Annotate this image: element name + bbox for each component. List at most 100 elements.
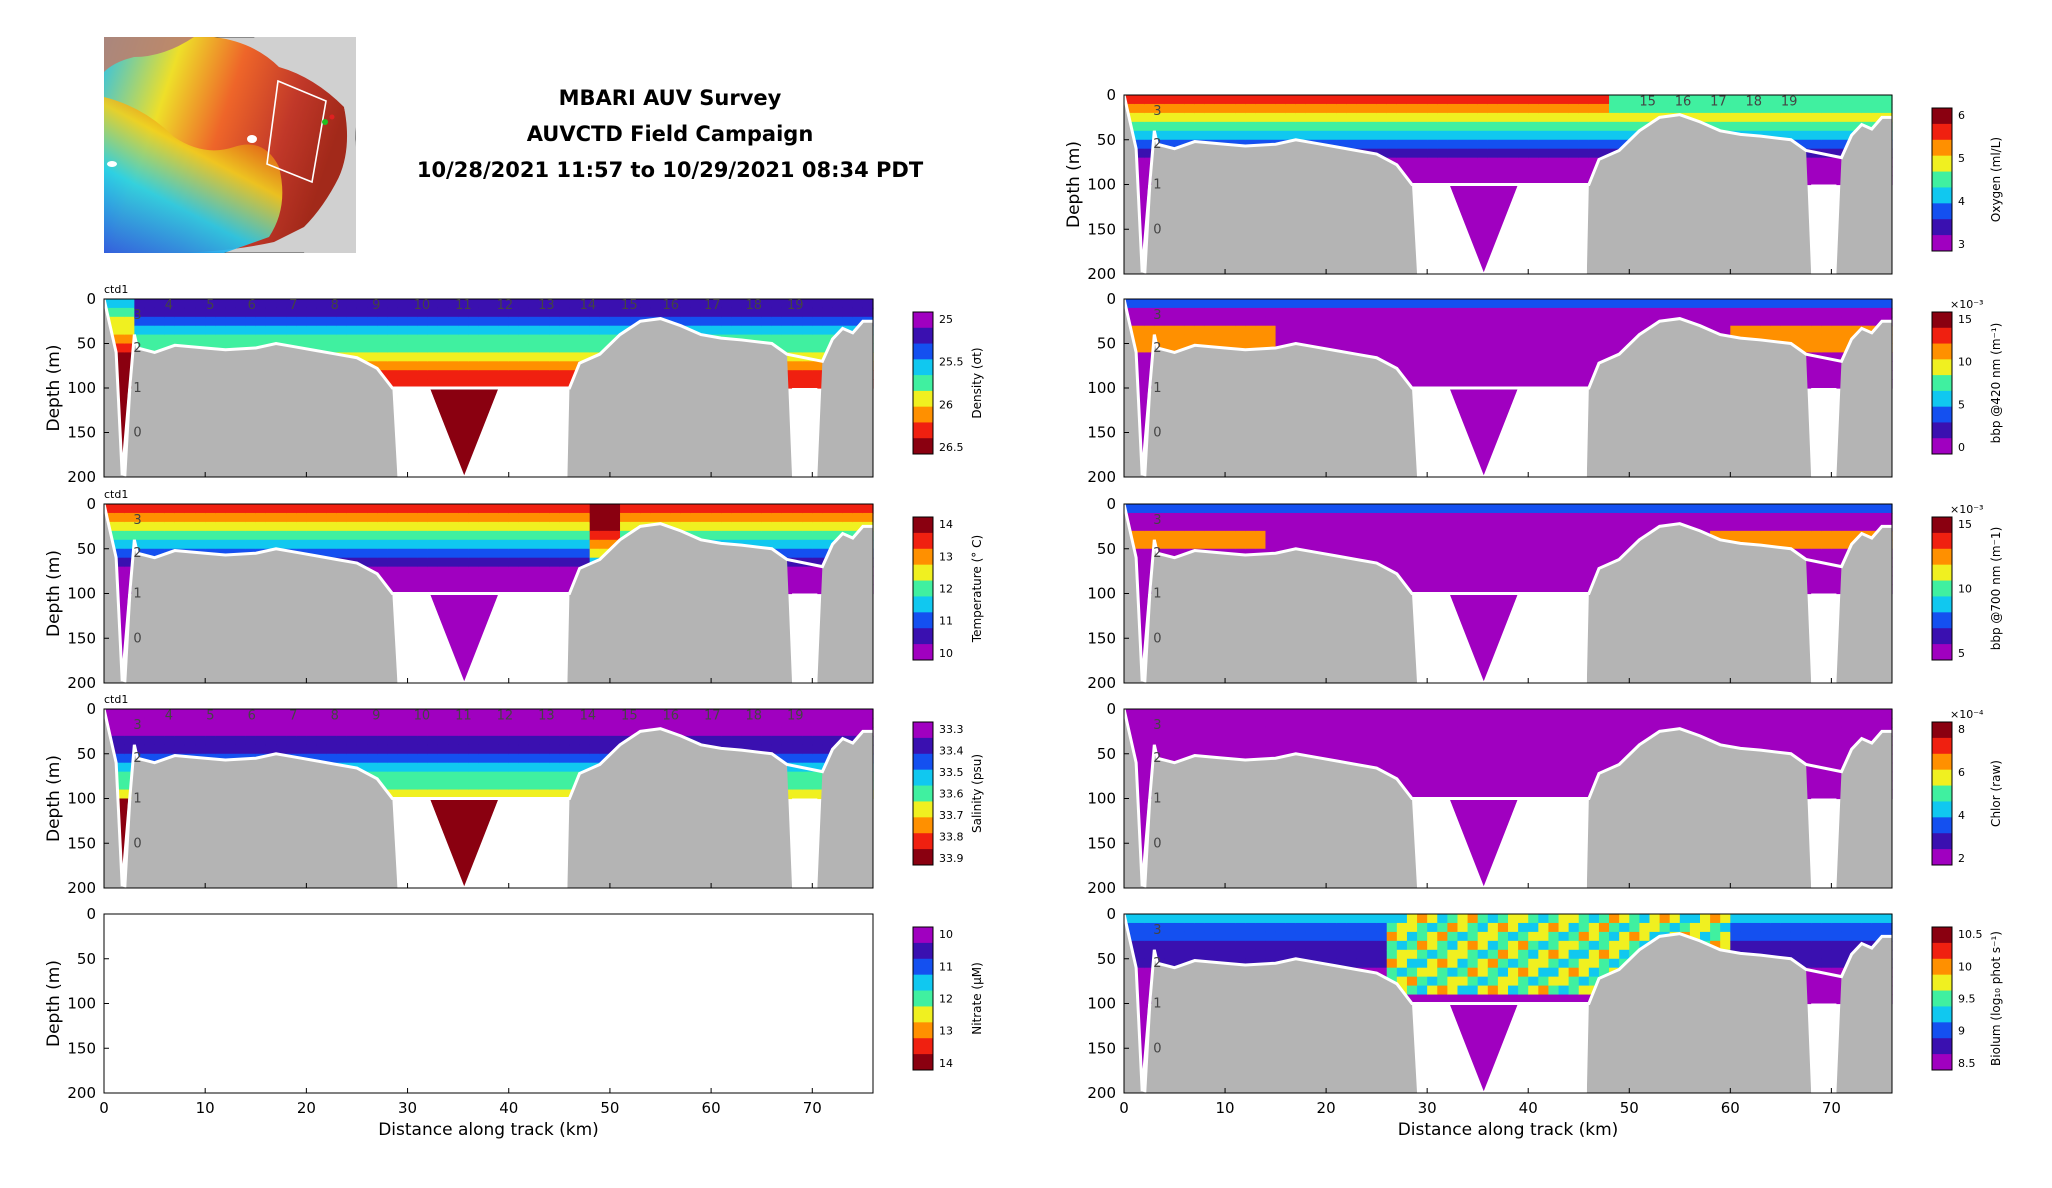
temperature-cell — [620, 512, 631, 523]
salinity-cell — [417, 789, 429, 800]
oxygen-cell — [1710, 95, 1721, 105]
density-cell — [397, 361, 409, 371]
bbp420-cell — [1558, 379, 1570, 389]
temperature-cell — [235, 504, 247, 514]
salinity-cell — [771, 717, 783, 728]
density-cell — [569, 316, 581, 327]
oxygen-cell — [1305, 95, 1317, 105]
bbp700-cell — [1871, 512, 1883, 523]
bbp700-cell — [1447, 584, 1459, 595]
bbp420-cell — [1386, 325, 1398, 336]
density-cell — [154, 307, 166, 318]
salinity-cell — [660, 717, 672, 728]
bbp420-cell — [1447, 361, 1459, 371]
oxygen-cell — [1578, 139, 1590, 150]
oxygen-cell — [1861, 95, 1873, 105]
bbp700-cell — [1710, 521, 1721, 532]
salinity-cell — [134, 709, 146, 719]
salinity-bathymetry — [104, 709, 873, 888]
salinity-cell — [579, 744, 591, 755]
nitrate-xtick-label: 0 — [99, 1099, 109, 1117]
bbp420-cell — [1801, 343, 1812, 353]
bbp420-ytick-label: 0 — [1106, 290, 1116, 308]
salinity-colorbar-tick: 33.6 — [939, 788, 964, 801]
density-colorbar-segment — [913, 422, 933, 439]
temperature-cell — [255, 521, 267, 532]
bbp700-cell — [1336, 548, 1347, 559]
salinity-cell — [802, 771, 813, 782]
bbp700-cell — [1255, 521, 1267, 532]
oxygen-cell — [1518, 148, 1529, 159]
density-cell — [397, 343, 409, 353]
bbp420-cell — [1528, 343, 1539, 353]
density-cell — [458, 370, 469, 380]
temperature-cell — [731, 504, 743, 514]
bbp700-cell — [1770, 521, 1782, 532]
temperature-colorbar-segment — [913, 532, 933, 550]
bbp420-cell — [1386, 307, 1398, 318]
bbp700-cell — [1558, 512, 1570, 523]
temperature-cell — [569, 539, 581, 550]
salinity-cell — [468, 780, 479, 791]
bbp700-cell — [1881, 512, 1893, 523]
salinity-cell — [458, 780, 469, 791]
bbp420-cell — [1497, 325, 1509, 336]
bbp700-cell — [1164, 504, 1176, 514]
salinity-cell — [721, 735, 732, 746]
oxygen-cell — [1497, 139, 1509, 150]
bbp420-cell — [1760, 307, 1772, 318]
bbp420-cell — [1386, 316, 1398, 327]
salinity-cell — [478, 709, 490, 719]
bbp420-gap — [1417, 388, 1484, 477]
bbp700-cell — [1346, 512, 1358, 523]
temperature-cell — [508, 504, 520, 514]
bbp420-cell — [1578, 361, 1590, 371]
bbp420-cell — [1467, 370, 1479, 380]
oxygen-cell — [1154, 130, 1166, 141]
temperature-cell — [579, 512, 591, 523]
temperature-cell — [316, 548, 328, 559]
bbp700-cell — [1609, 539, 1620, 550]
oxygen-cell — [1275, 121, 1287, 132]
bbp700-cell — [1811, 575, 1822, 586]
temperature-cell — [377, 530, 388, 541]
bbp700-cell — [1487, 548, 1499, 559]
bbp420-cell — [1841, 299, 1853, 309]
oxygen-colorbar-segment — [1932, 235, 1952, 252]
salinity-cell — [336, 744, 348, 755]
temperature-cell — [367, 548, 378, 559]
oxygen-trench — [1449, 184, 1519, 273]
salinity-cell — [781, 744, 793, 755]
bbp420-cell — [1417, 379, 1428, 389]
salinity-cell — [468, 762, 479, 773]
temperature-cell — [326, 504, 338, 514]
bbp700-cell — [1518, 521, 1529, 532]
density-colorbar-tick: 25 — [939, 313, 953, 326]
oxygen-cell — [1174, 139, 1186, 150]
salinity-cell — [387, 709, 399, 719]
density-cell — [812, 343, 824, 353]
density-cell — [235, 299, 247, 309]
bbp700-cell — [1427, 557, 1438, 568]
bbp420-cell — [1467, 352, 1479, 362]
oxygen-cell — [1528, 148, 1539, 159]
bbp700-cell — [1204, 512, 1216, 523]
oxygen-station-label: 18 — [1745, 94, 1762, 109]
salinity-station-label: 16 — [663, 708, 680, 723]
salinity-cell — [549, 744, 560, 755]
salinity-cell — [296, 744, 307, 755]
oxygen-cell — [1295, 95, 1307, 105]
salinity-cell — [114, 753, 125, 764]
oxygen-colorbar-segment — [1932, 155, 1952, 173]
bbp420-cell — [1477, 370, 1489, 380]
salinity-cell — [184, 726, 196, 737]
oxygen-cell — [1326, 95, 1337, 105]
salinity-cell — [802, 709, 813, 719]
bbp420-cell — [1366, 343, 1378, 353]
temperature-cell — [802, 504, 813, 514]
temperature-cell — [306, 539, 318, 550]
bbp700-cell — [1194, 521, 1206, 532]
chlor-cell — [1134, 780, 1145, 791]
bbp420-cell — [1780, 299, 1792, 309]
bbp420-cell — [1144, 343, 1155, 353]
